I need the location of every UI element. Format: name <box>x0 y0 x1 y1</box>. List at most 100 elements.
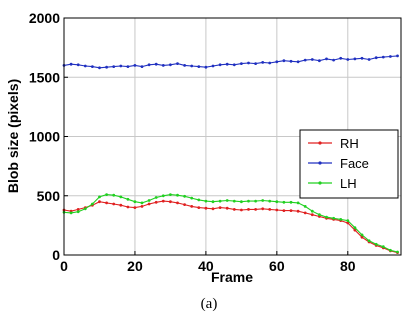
data-point <box>332 216 335 220</box>
data-point <box>76 208 80 211</box>
data-point <box>190 196 194 200</box>
data-point <box>105 65 108 69</box>
data-point <box>254 62 257 65</box>
data-point <box>218 206 222 210</box>
data-point <box>318 59 321 63</box>
data-point <box>83 64 87 68</box>
data-point <box>353 57 357 61</box>
data-point <box>140 205 144 208</box>
data-point <box>126 197 130 201</box>
data-point <box>240 200 243 204</box>
legend-label: Face <box>340 156 369 171</box>
legend-label: LH <box>340 176 357 191</box>
data-point <box>204 206 208 210</box>
data-point <box>261 207 265 211</box>
data-point <box>83 207 87 211</box>
data-point <box>261 61 265 64</box>
data-point <box>381 245 385 249</box>
data-point <box>275 200 279 204</box>
data-point <box>389 55 392 58</box>
data-point <box>197 206 201 210</box>
y-tick-label: 500 <box>37 188 61 204</box>
data-point <box>91 65 94 68</box>
data-point <box>396 250 399 254</box>
data-point <box>247 199 250 203</box>
data-point <box>339 218 343 221</box>
data-point <box>325 215 328 219</box>
data-point <box>310 58 314 61</box>
x-tick-label: 60 <box>269 258 285 274</box>
data-point <box>140 65 144 68</box>
data-point <box>169 63 172 67</box>
data-point <box>367 239 371 243</box>
data-point <box>232 199 236 203</box>
data-point <box>154 196 158 199</box>
data-point <box>112 193 116 197</box>
x-tick-label: 20 <box>127 258 143 274</box>
data-point <box>232 63 236 67</box>
x-tick-label: 80 <box>340 258 356 274</box>
data-point <box>133 200 137 204</box>
data-point <box>346 221 350 225</box>
legend-marker <box>318 161 322 165</box>
data-point <box>332 58 335 62</box>
data-point <box>190 205 194 208</box>
x-tick-label: 40 <box>198 258 214 274</box>
data-point <box>275 208 279 212</box>
data-point <box>346 58 350 61</box>
y-tick-label: 1000 <box>29 129 60 145</box>
data-point <box>161 64 165 67</box>
legend: RH Face LH <box>299 129 399 199</box>
data-point <box>247 208 250 211</box>
series-lh <box>62 193 399 254</box>
data-point <box>197 65 201 68</box>
data-point <box>346 219 350 223</box>
x-axis-label: Frame <box>211 269 253 285</box>
data-point <box>204 199 208 203</box>
data-point <box>154 62 158 66</box>
data-point <box>147 199 151 202</box>
data-point <box>225 199 229 202</box>
data-point <box>240 62 243 65</box>
data-point <box>161 199 165 203</box>
data-point <box>282 59 286 63</box>
data-point <box>289 200 293 204</box>
data-point <box>367 58 371 61</box>
data-point <box>190 64 194 68</box>
legend-marker <box>318 181 322 185</box>
data-point <box>161 194 165 198</box>
data-point <box>147 63 151 67</box>
data-point <box>381 55 385 59</box>
data-point <box>140 201 144 205</box>
data-point <box>211 207 215 211</box>
legend-marker <box>318 141 322 145</box>
data-point <box>232 208 236 211</box>
data-point <box>119 195 123 199</box>
data-point <box>98 66 101 70</box>
data-point <box>176 193 179 197</box>
series-layer <box>62 54 399 255</box>
data-point <box>211 200 215 204</box>
y-axis-label: Blob size (pixels) <box>5 79 21 193</box>
data-point <box>247 61 250 65</box>
data-point <box>112 202 116 206</box>
data-point <box>310 209 314 213</box>
data-point <box>169 200 172 204</box>
data-point <box>282 209 286 213</box>
data-point <box>183 64 187 67</box>
data-point <box>176 201 179 205</box>
data-point <box>98 200 101 204</box>
data-point <box>296 209 300 213</box>
data-point <box>282 200 286 204</box>
data-point <box>289 209 293 213</box>
data-point <box>91 202 94 206</box>
y-tick-label: 1500 <box>29 69 60 85</box>
data-point <box>225 62 229 66</box>
data-point <box>261 199 265 202</box>
data-point <box>126 205 130 209</box>
data-point <box>169 193 172 197</box>
data-point <box>396 54 399 58</box>
legend-label: RH <box>340 136 359 151</box>
data-point <box>339 56 343 60</box>
data-point <box>133 206 137 210</box>
